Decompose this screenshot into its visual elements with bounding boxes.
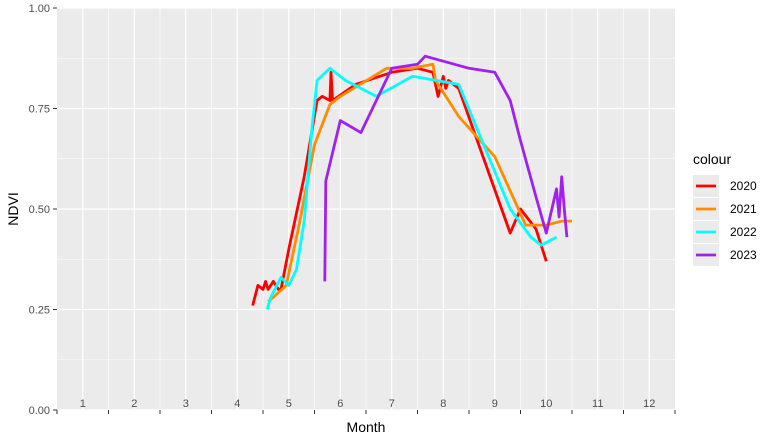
x-tick-label: 5: [286, 398, 292, 410]
x-tick-label: 11: [592, 398, 603, 410]
x-tick-label: 3: [183, 398, 189, 410]
x-tick-label: 12: [643, 398, 655, 410]
legend-label-2023: 2023: [730, 248, 757, 262]
y-tick-label: 0.25: [29, 305, 50, 317]
x-tick-label: 10: [540, 398, 552, 410]
series-line-2021: [267, 62, 572, 303]
x-tick-label: 9: [492, 398, 498, 410]
series-line-2022: [265, 66, 558, 310]
y-tick-label: 0.00: [29, 405, 50, 417]
y-tick-label: 0.50: [29, 204, 50, 216]
legend-label-2020: 2020: [730, 179, 757, 193]
series-lines: [251, 54, 572, 310]
y-tick-label: 1.00: [29, 3, 50, 15]
x-axis-title: Month: [347, 419, 386, 435]
legend: colour 2020 2021 2022 2023: [693, 151, 757, 266]
legend-label-2021: 2021: [730, 202, 757, 216]
y-axis: 0.00 0.25 0.50 0.75 1.00: [29, 3, 57, 417]
legend-title: colour: [693, 151, 731, 167]
x-tick-label: 6: [337, 398, 343, 410]
y-axis-title: NDVI: [5, 192, 21, 225]
x-tick-label: 4: [234, 398, 240, 410]
grid-lines: [57, 7, 675, 411]
y-tick-label: 0.75: [29, 104, 50, 116]
legend-label-2022: 2022: [730, 225, 757, 239]
x-tick-label: 1: [80, 398, 86, 410]
series-line-2023: [323, 54, 569, 282]
x-tick-label: 2: [131, 398, 137, 410]
x-tick-label: 7: [389, 398, 395, 410]
x-tick-label: 8: [440, 398, 446, 410]
x-axis: 1 2 3 4 5 6 7 8 9 10 11 12: [56, 398, 676, 414]
